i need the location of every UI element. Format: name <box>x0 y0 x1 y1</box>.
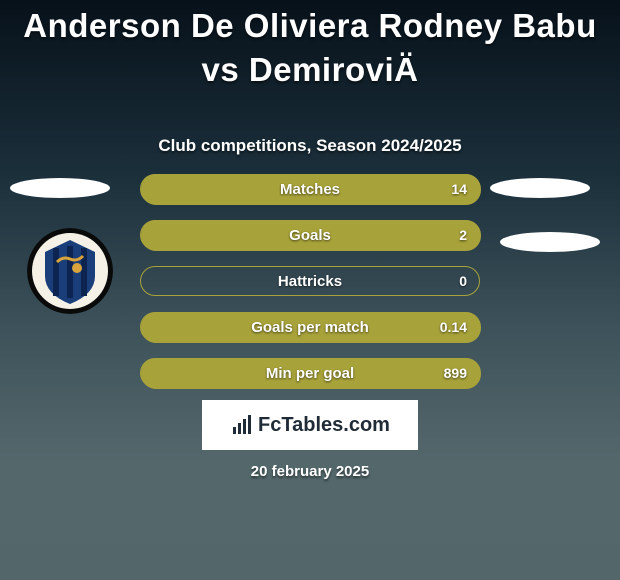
right-oval-1 <box>490 178 590 198</box>
club-crest-latina <box>27 228 113 314</box>
crest-icon <box>27 228 113 314</box>
stat-label: Min per goal <box>141 365 479 382</box>
brand-badge: FcTables.com <box>202 400 418 450</box>
stat-row: Hattricks0 <box>140 266 480 296</box>
stat-label: Goals per match <box>141 319 479 336</box>
stat-row: Goals2 <box>140 220 480 250</box>
chart-icon <box>230 413 254 437</box>
stat-value-right: 2 <box>459 227 467 243</box>
stats-panel: Matches14 Goals2 Hattricks0 Goals per match… <box>140 174 480 404</box>
stat-value-right: 14 <box>451 181 467 197</box>
page-title: Anderson De Oliviera Rodney Babu vs Demi… <box>0 0 620 92</box>
stat-row: Goals per match0.14 <box>140 312 480 342</box>
date-text: 20 february 2025 <box>0 463 620 480</box>
brand-text: FcTables.com <box>258 414 390 437</box>
left-oval-1 <box>10 178 110 198</box>
stat-value-right: 0 <box>459 273 467 289</box>
infographic-root: Anderson De Oliviera Rodney Babu vs Demi… <box>0 0 620 580</box>
right-oval-2 <box>500 232 600 252</box>
stat-label: Matches <box>141 181 479 198</box>
stat-label: Goals <box>141 227 479 244</box>
subtitle: Club competitions, Season 2024/2025 <box>0 136 620 156</box>
stat-row: Matches14 <box>140 174 480 204</box>
stat-value-right: 899 <box>444 365 467 381</box>
stat-label: Hattricks <box>141 273 479 290</box>
stat-value-right: 0.14 <box>440 319 467 335</box>
stat-row: Min per goal899 <box>140 358 480 388</box>
